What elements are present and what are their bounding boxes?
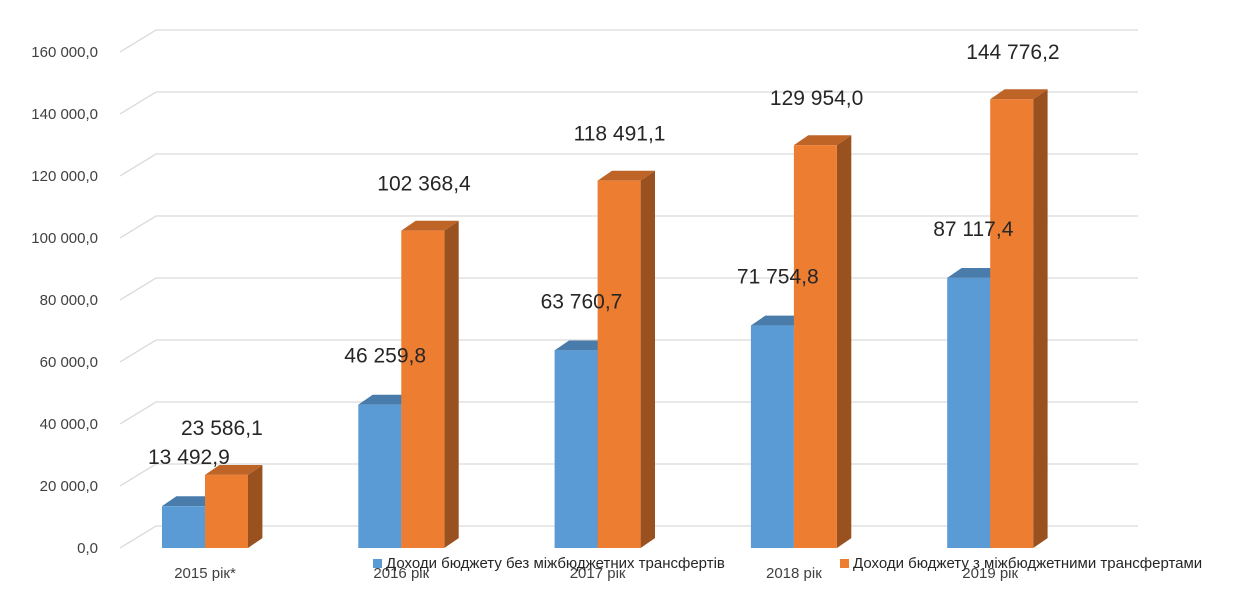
x-tick-label: 2015 рік* <box>174 565 236 582</box>
bar-top <box>205 464 263 475</box>
y-tick-label: 40 000,0 <box>40 416 98 433</box>
bar-top <box>990 89 1048 100</box>
bars <box>162 89 1048 549</box>
bar-front <box>597 180 641 548</box>
bar-top <box>597 170 655 181</box>
y-tick-label: 80 000,0 <box>40 292 98 309</box>
x-tick-label: 2019 рік <box>962 565 1018 582</box>
data-labels: 13 492,9 23 586,1 46 259,8 102 368,4 63 760,… <box>148 41 1060 469</box>
y-tick-label: 140 000,0 <box>31 106 98 123</box>
bar-side <box>836 135 852 548</box>
y-tick-label: 100 000,0 <box>31 230 98 247</box>
data-label: 13 492,9 <box>148 446 230 469</box>
bar-front <box>162 506 205 548</box>
bar <box>205 464 263 548</box>
bar-top <box>401 220 459 231</box>
bar-top <box>793 135 852 146</box>
legend-label: Доходи бюджету без міжбюджетних трансфер… <box>386 555 725 572</box>
y-tick-label: 20 000,0 <box>40 478 98 495</box>
bar <box>793 135 852 549</box>
x-tick-label: 2018 рік <box>766 565 822 582</box>
x-axis: 2015 рік* 2016 рік 2017 рік 2018 рік 2019 рі… <box>174 565 1018 582</box>
legend-label: Доходи бюджету з міжбюджетними трансферт… <box>853 555 1202 572</box>
y-axis: 0,0 20 000,0 40 000,0 60 000,0 80 000,0 100 0… <box>31 44 98 557</box>
data-label: 71 754,8 <box>737 266 819 289</box>
y-tick-label: 120 000,0 <box>31 168 98 185</box>
data-label: 23 586,1 <box>181 417 263 440</box>
bar-side <box>1033 89 1048 549</box>
data-label: 46 259,8 <box>344 345 426 368</box>
data-label: 63 760,7 <box>541 290 623 313</box>
gridline <box>119 91 1138 115</box>
legend-swatch <box>373 559 382 568</box>
bar-front <box>554 350 598 548</box>
bar-side <box>444 220 459 548</box>
bar-front <box>358 404 402 548</box>
x-tick-label: 2016 рік <box>373 565 429 582</box>
gridlines <box>119 29 1138 549</box>
bar-front <box>401 230 445 548</box>
data-label: 102 368,4 <box>377 173 471 196</box>
bar-front <box>947 277 991 548</box>
bar-front <box>205 474 248 548</box>
data-label: 87 117,4 <box>933 218 1014 241</box>
data-label: 129 954,0 <box>770 87 863 110</box>
y-tick-label: 60 000,0 <box>40 354 98 371</box>
data-label: 118 491,1 <box>574 123 666 146</box>
bar-front <box>990 99 1034 548</box>
x-tick-label: 2017 рік <box>570 565 626 582</box>
y-tick-label: 160 000,0 <box>31 44 98 61</box>
data-label: 144 776,2 <box>966 41 1059 64</box>
bar-side <box>248 464 263 548</box>
bar-front <box>750 325 794 548</box>
y-tick-label: 0,0 <box>77 540 98 557</box>
bar-side <box>640 170 655 548</box>
legend: Доходи бюджету без міжбюджетних трансфер… <box>373 555 1202 572</box>
legend-swatch <box>840 559 849 568</box>
bar <box>990 89 1048 549</box>
bar <box>597 170 655 548</box>
bar <box>401 220 459 548</box>
bar-front <box>793 145 837 549</box>
gridline <box>119 29 1138 53</box>
